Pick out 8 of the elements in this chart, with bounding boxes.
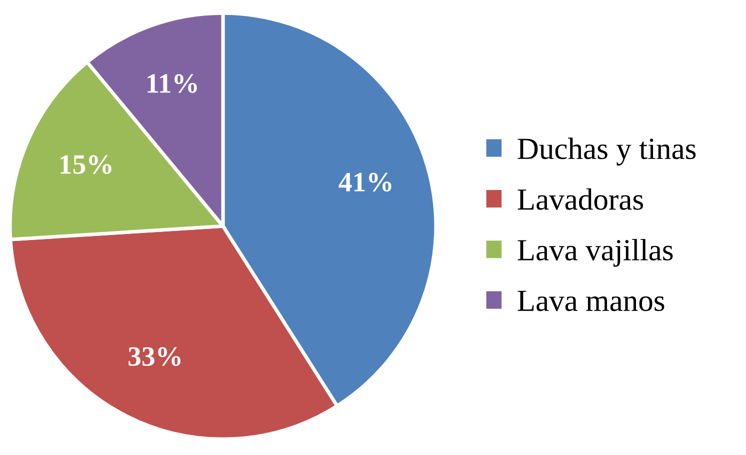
data-label: 41% [338,172,392,192]
legend-label: Lava manos [518,290,664,312]
data-label: 33% [128,347,180,366]
legend-label: Lavadoras [518,188,643,210]
legend-label: Lava vajillas [518,239,673,267]
data-label: 11% [148,74,197,93]
legend-label: Duchas y tinas [518,138,696,166]
data-label: 15% [60,155,112,174]
